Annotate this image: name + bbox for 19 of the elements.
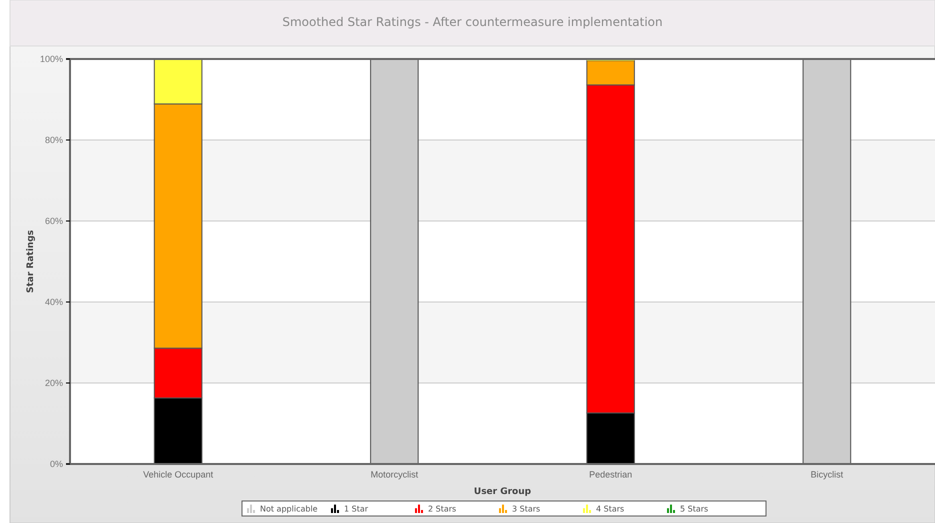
x-tick-label: Pedestrian [589, 469, 632, 480]
x-axis-title: User Group [474, 487, 532, 497]
y-tick-label: 0% [50, 458, 63, 469]
y-tick-label: 80% [44, 134, 63, 145]
legend-label: 1 Star [344, 504, 369, 514]
y-tick-label: 100% [40, 54, 63, 64]
x-tick-label: Vehicle Occupant [143, 469, 214, 480]
legend-label: 2 Stars [428, 504, 456, 514]
chart-title: Smoothed Star Ratings - After countermeasure implementation [282, 15, 663, 29]
y-axis-title: Star Ratings [26, 230, 36, 294]
y-tick-label: 60% [44, 216, 63, 226]
x-tick-label: Bicyclist [810, 469, 844, 480]
y-tick-label: 20% [44, 378, 63, 388]
legend-label: Not applicable [260, 504, 318, 514]
y-tick-label: 40% [44, 296, 63, 307]
x-tick-label: Motorcyclist [370, 469, 419, 480]
legend-label: 5 Stars [680, 504, 708, 514]
legend-label: 3 Stars [512, 504, 540, 514]
legend-label: 4 Stars [596, 504, 624, 514]
